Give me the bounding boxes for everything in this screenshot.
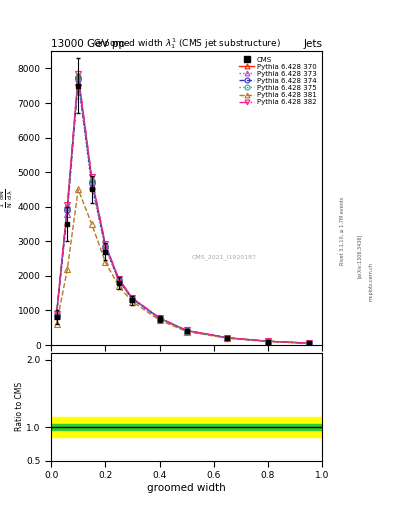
Y-axis label: $\mathrm{\frac{1}{N}\ \frac{dN}{d\,\lambda}}$: $\mathrm{\frac{1}{N}\ \frac{dN}{d\,\lamb… xyxy=(0,188,15,208)
X-axis label: groomed width: groomed width xyxy=(147,483,226,493)
Text: CMS_2021_I1920187: CMS_2021_I1920187 xyxy=(192,254,257,260)
Y-axis label: Ratio to CMS: Ratio to CMS xyxy=(15,382,24,432)
Legend: CMS, Pythia 6.428 370, Pythia 6.428 373, Pythia 6.428 374, Pythia 6.428 375, Pyt: CMS, Pythia 6.428 370, Pythia 6.428 373,… xyxy=(237,55,319,107)
Text: Jets: Jets xyxy=(303,38,322,49)
Text: [arXiv:1306.3436]: [arXiv:1306.3436] xyxy=(357,234,362,278)
Text: mcplots.cern.ch: mcplots.cern.ch xyxy=(369,262,374,301)
Text: Rivet 3.1.10, ≥ 1.7M events: Rivet 3.1.10, ≥ 1.7M events xyxy=(340,196,344,265)
Bar xyxy=(51,424,322,431)
Text: 13000 GeV pp: 13000 GeV pp xyxy=(51,38,125,49)
Title: Groomed width $\lambda_1^1$ (CMS jet substructure): Groomed width $\lambda_1^1$ (CMS jet sub… xyxy=(93,36,281,51)
Bar xyxy=(51,417,322,437)
